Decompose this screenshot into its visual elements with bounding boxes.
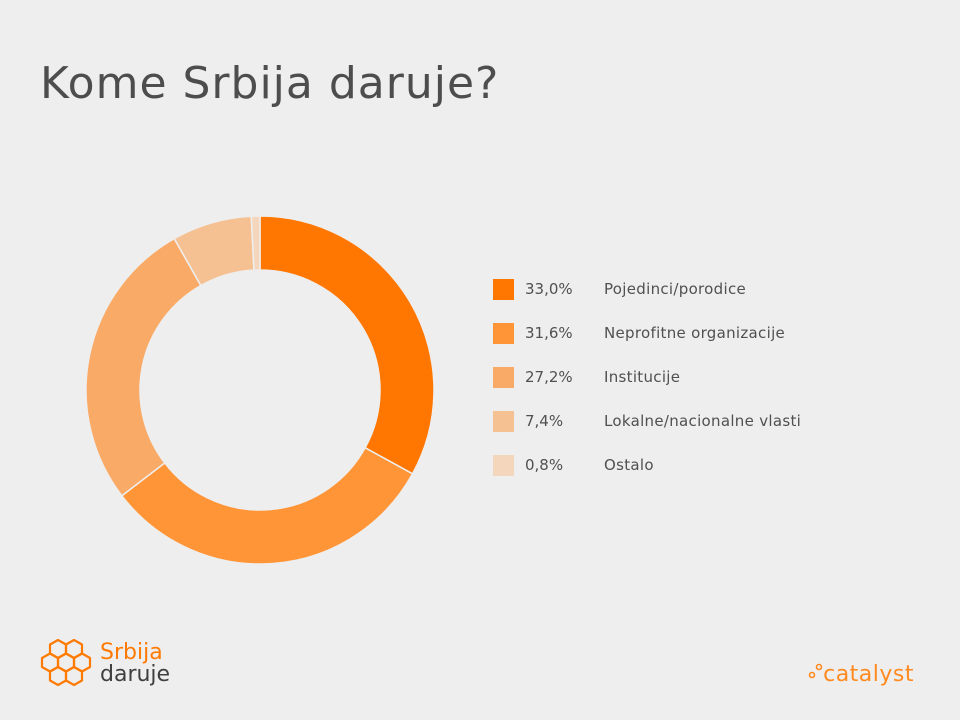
donut-slice-1 [259,215,435,475]
catalyst-dots-icon [808,663,823,679]
legend-value: 0,8% [525,456,564,474]
legend-item: 33,0% Pojedinci/porodice [493,267,801,311]
legend-swatch [493,322,514,344]
chart-legend: 33,0% Pojedinci/porodice 31,6% Neprofitn… [493,267,801,487]
legend-value: 27,2% [525,368,573,386]
legend-swatch [493,410,514,432]
legend-value: 7,4% [525,412,564,430]
legend-value: 33,0% [525,280,573,298]
srbija-daruje-logo: Srbija daruje [38,636,170,692]
logo-word-srbija: Srbija [100,640,163,665]
legend-item: 31,6% Neprofitne organizacije [493,311,801,355]
chart-title: Kome Srbija daruje? [40,58,500,109]
legend-value: 31,6% [525,324,573,342]
legend-item: 0,8% Ostalo [493,443,801,487]
legend-item: 27,2% Institucije [493,355,801,399]
donut-slice-5 [250,215,261,271]
hexagon-cluster-icon [40,638,92,687]
legend-label: Pojedinci/porodice [604,280,747,298]
legend-label: Lokalne/nacionalne vlasti [604,412,802,430]
donut-slice-3 [85,237,202,497]
catalyst-logo: catalyst [807,662,914,687]
legend-swatch [493,454,514,476]
donut-chart [85,215,435,565]
logo-word-daruje: daruje [100,662,171,687]
legend-label: Institucije [604,368,681,386]
legend-label: Neprofitne organizacije [604,324,786,342]
catalyst-wordmark: catalyst [823,662,914,687]
legend-swatch [493,366,514,388]
donut-slice-2 [120,446,414,565]
legend-label: Ostalo [604,456,654,474]
legend-item: 7,4% Lokalne/nacionalne vlasti [493,399,801,443]
legend-swatch [493,278,514,300]
